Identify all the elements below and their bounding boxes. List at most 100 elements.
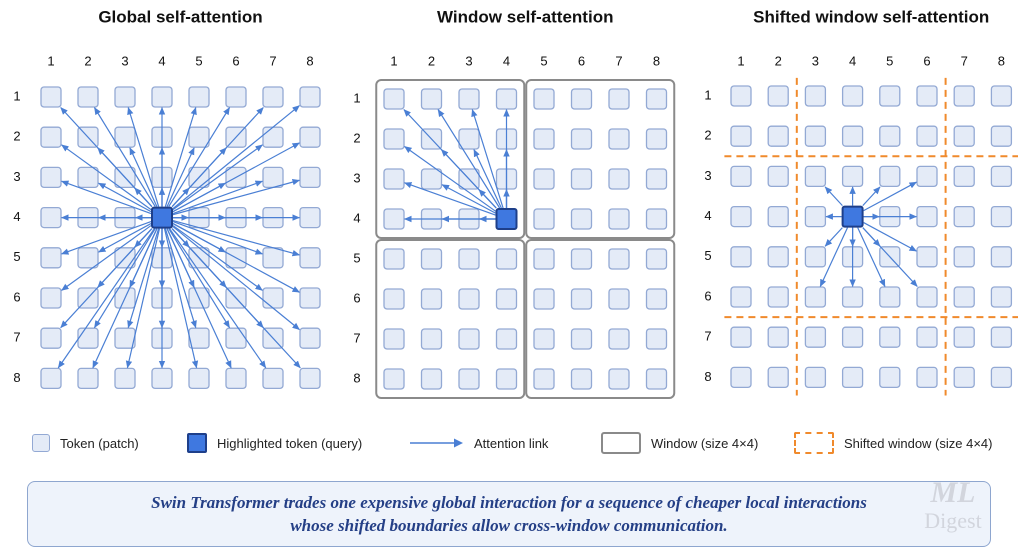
- row-label-5: 5: [704, 248, 711, 263]
- attention-link: [172, 180, 263, 215]
- attention-link: [93, 107, 156, 207]
- token: [990, 205, 1013, 228]
- token: [383, 88, 405, 110]
- token: [40, 166, 62, 189]
- row-label-2: 2: [13, 129, 20, 144]
- token: [608, 168, 630, 190]
- token: [262, 367, 284, 390]
- token: [114, 86, 136, 108]
- token: [645, 88, 668, 110]
- token: [916, 366, 938, 389]
- token: [730, 165, 752, 188]
- attention-link: [863, 222, 917, 252]
- token: [188, 86, 210, 108]
- token: [383, 168, 405, 190]
- col-label-7: 7: [961, 53, 968, 68]
- attention-link: [168, 228, 231, 329]
- token: [420, 168, 443, 190]
- token: [608, 288, 630, 310]
- token: [953, 246, 975, 268]
- token: [188, 367, 210, 390]
- token: [420, 328, 443, 350]
- token: [299, 247, 321, 269]
- attention-link: [862, 186, 881, 207]
- attention-link: [127, 228, 160, 329]
- attention-link: [60, 228, 153, 329]
- col-label-5: 5: [540, 53, 547, 68]
- token: [730, 125, 752, 147]
- legend-query-label: Highlighted token (query): [217, 435, 363, 451]
- col-label-5: 5: [195, 53, 202, 68]
- token: [916, 326, 938, 348]
- token: [767, 366, 789, 389]
- col-label-1: 1: [47, 53, 54, 68]
- token: [953, 286, 975, 308]
- attention-link: [164, 107, 197, 207]
- token: [990, 165, 1013, 188]
- token: [804, 326, 827, 348]
- token: [730, 246, 752, 268]
- window-frame: [375, 239, 526, 399]
- col-label-3: 3: [812, 53, 819, 68]
- col-label-1: 1: [390, 53, 397, 68]
- legend-query: Highlighted token (query): [187, 426, 362, 460]
- attention-link: [98, 223, 152, 253]
- col-label-8: 8: [653, 53, 660, 68]
- col-label-7: 7: [269, 53, 276, 68]
- col-label-2: 2: [775, 53, 782, 68]
- legend-token: Token (patch): [32, 426, 139, 460]
- token: [608, 368, 630, 390]
- attention-link: [172, 223, 300, 293]
- token: [40, 86, 62, 108]
- token: [879, 326, 901, 348]
- token: [225, 367, 247, 390]
- col-label-6: 6: [578, 53, 585, 68]
- token: [151, 367, 173, 390]
- token: [458, 328, 480, 350]
- token: [420, 288, 443, 310]
- shifted-window-swatch-icon: [794, 432, 834, 454]
- token: [767, 246, 789, 268]
- token: [953, 326, 975, 348]
- token: [953, 165, 975, 188]
- legend-link-label: Attention link: [474, 435, 549, 451]
- col-label-5: 5: [886, 53, 893, 68]
- token: [495, 248, 518, 270]
- attention-link: [127, 107, 160, 207]
- attention-link: [862, 227, 918, 287]
- token: [383, 248, 405, 270]
- attention-link: [172, 221, 263, 255]
- token: [299, 287, 321, 309]
- token: [570, 328, 593, 350]
- token: [608, 328, 630, 350]
- attention-link: [172, 225, 263, 291]
- token: [533, 328, 555, 350]
- row-label-3: 3: [13, 169, 20, 184]
- attention-link: [164, 228, 197, 329]
- token: [879, 286, 901, 308]
- token: [533, 168, 555, 190]
- token: [533, 248, 555, 270]
- token: [299, 126, 321, 148]
- token: [841, 366, 864, 389]
- token: [383, 368, 405, 390]
- token: [262, 126, 284, 148]
- token: [40, 247, 62, 269]
- window-frame: [525, 239, 676, 399]
- token: [420, 368, 443, 390]
- legend-link: Attention link: [408, 426, 548, 460]
- token: [804, 246, 827, 268]
- caption-line-1: Swin Transformer trades one expensive gl…: [151, 493, 867, 512]
- token: [570, 208, 593, 230]
- token: [916, 85, 938, 107]
- token: [879, 85, 901, 107]
- token: [383, 208, 405, 230]
- row-label-3: 3: [353, 170, 360, 185]
- row-label-6: 6: [13, 289, 20, 304]
- col-label-3: 3: [121, 53, 128, 68]
- token: [916, 286, 938, 308]
- col-label-4: 4: [503, 53, 510, 68]
- token: [225, 327, 247, 349]
- attention-link: [171, 228, 301, 369]
- token: [990, 85, 1013, 107]
